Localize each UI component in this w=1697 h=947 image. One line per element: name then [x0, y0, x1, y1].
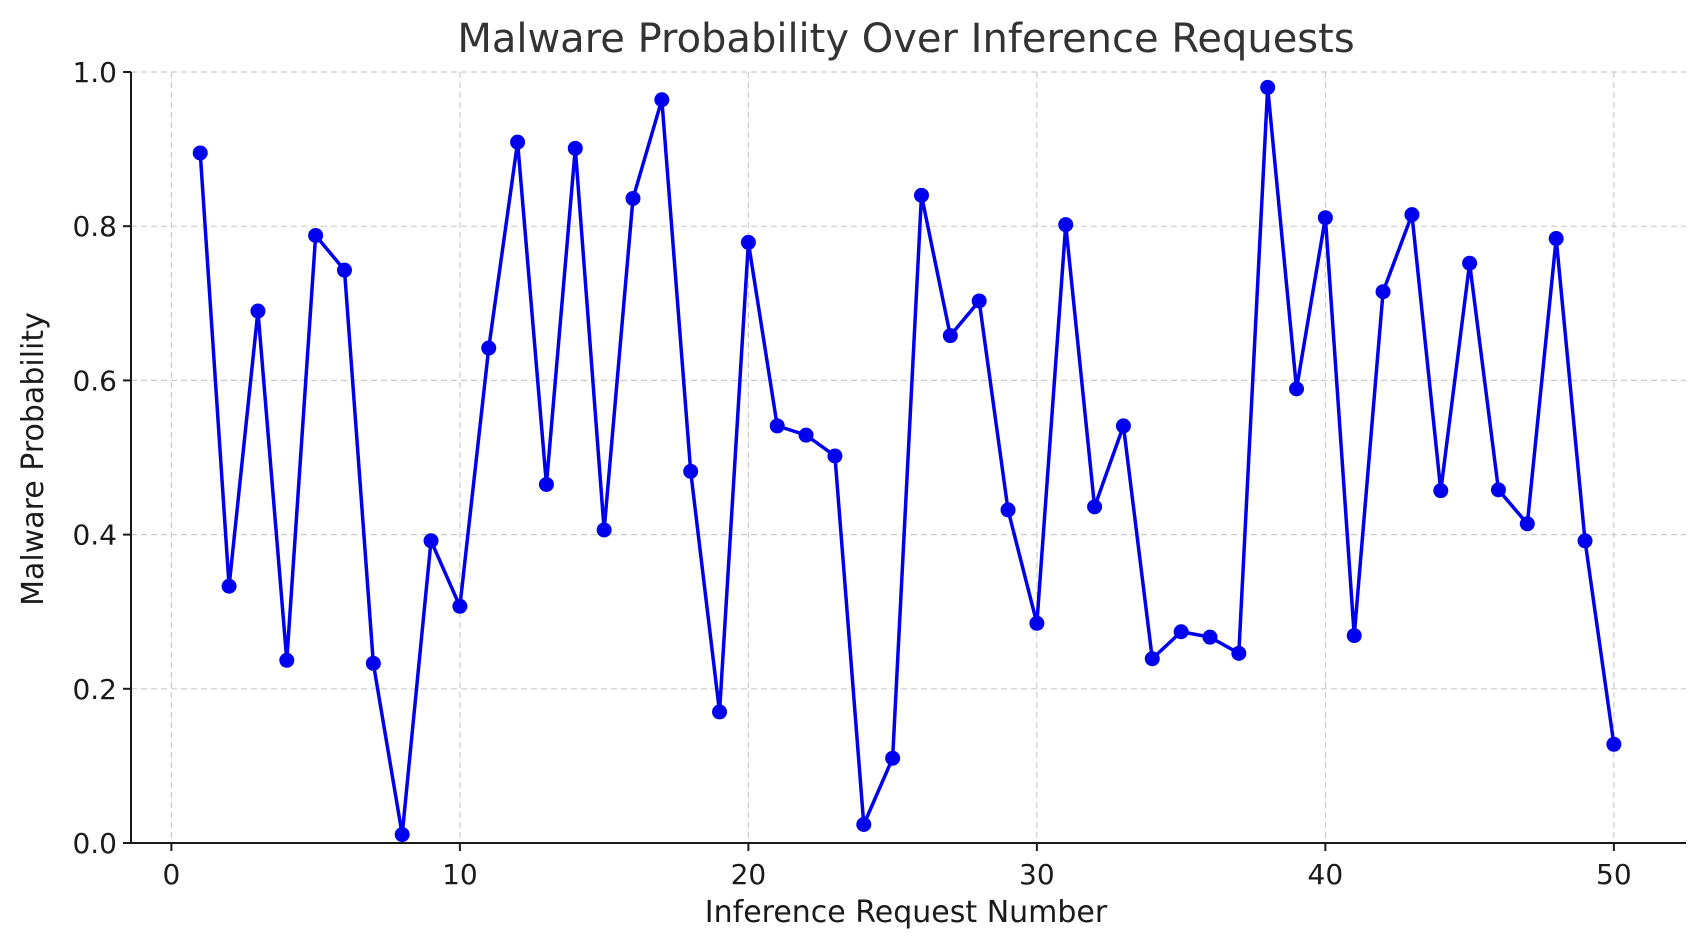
data-point [654, 92, 670, 108]
data-point [769, 418, 785, 434]
data-point [885, 750, 901, 766]
data-point [1577, 533, 1593, 549]
y-tick-label: 0.8 [72, 210, 117, 243]
data-point [308, 227, 324, 243]
data-point [1260, 79, 1276, 95]
y-tick-label: 0.0 [72, 827, 117, 860]
data-point [971, 293, 987, 309]
data-point [1231, 645, 1247, 661]
series-line [198, 85, 1616, 837]
data-point [1433, 483, 1449, 499]
data-point [1087, 499, 1103, 515]
data-point [279, 652, 295, 668]
x-tick-label: 0 [162, 858, 180, 891]
data-point [1548, 231, 1564, 247]
x-tick-label: 20 [731, 858, 767, 891]
data-point [1317, 210, 1333, 226]
data-point [596, 522, 612, 538]
x-tick-label: 50 [1596, 858, 1632, 891]
data-point [1462, 255, 1478, 271]
data-point [1173, 624, 1189, 640]
data-point [423, 533, 439, 549]
data-point [1490, 482, 1506, 498]
data-point [192, 145, 208, 161]
y-tick-label: 0.4 [72, 519, 117, 552]
axes [130, 72, 1686, 844]
data-point [1404, 207, 1420, 223]
data-point [538, 476, 554, 492]
data-point [336, 262, 352, 278]
data-point [1058, 217, 1074, 233]
data-point [827, 448, 843, 464]
ticks: 0 10 20 30 40 50 0.0 0.2 0.4 0.6 0.8 1.0 [72, 56, 1631, 891]
x-axis-label: Inference Request Number [705, 895, 1108, 930]
data-point [856, 816, 872, 832]
data-point [1115, 418, 1131, 434]
data-point [1289, 381, 1305, 397]
data-point [365, 655, 381, 671]
y-tick-label: 1.0 [72, 56, 117, 89]
data-point [683, 463, 699, 479]
data-point [1606, 736, 1622, 752]
data-point [250, 303, 266, 319]
y-tick-label: 0.6 [72, 364, 117, 397]
x-tick-label: 30 [1019, 858, 1055, 891]
data-point [510, 134, 526, 150]
data-point [913, 187, 929, 203]
chart-title: Malware Probability Over Inference Reque… [457, 16, 1354, 62]
data-point [1029, 615, 1045, 631]
data-point [740, 234, 756, 250]
x-tick-label: 40 [1308, 858, 1344, 891]
data-point [1346, 628, 1362, 644]
data-point [452, 598, 468, 614]
data-point [942, 328, 958, 344]
data-point [1202, 629, 1218, 645]
y-axis-label: Malware Probability [16, 312, 51, 606]
y-tick-label: 0.2 [72, 673, 117, 706]
data-point [481, 340, 497, 356]
data-point [1375, 284, 1391, 300]
data-point [1000, 502, 1016, 518]
data-point [1144, 651, 1160, 667]
data-point [221, 578, 237, 594]
data-point [798, 427, 814, 443]
data-series [192, 79, 1622, 843]
data-point [1519, 516, 1535, 532]
x-tick-label: 10 [442, 858, 478, 891]
data-point [567, 140, 583, 156]
data-point [625, 190, 641, 206]
data-point [394, 827, 410, 843]
data-point [712, 704, 728, 720]
